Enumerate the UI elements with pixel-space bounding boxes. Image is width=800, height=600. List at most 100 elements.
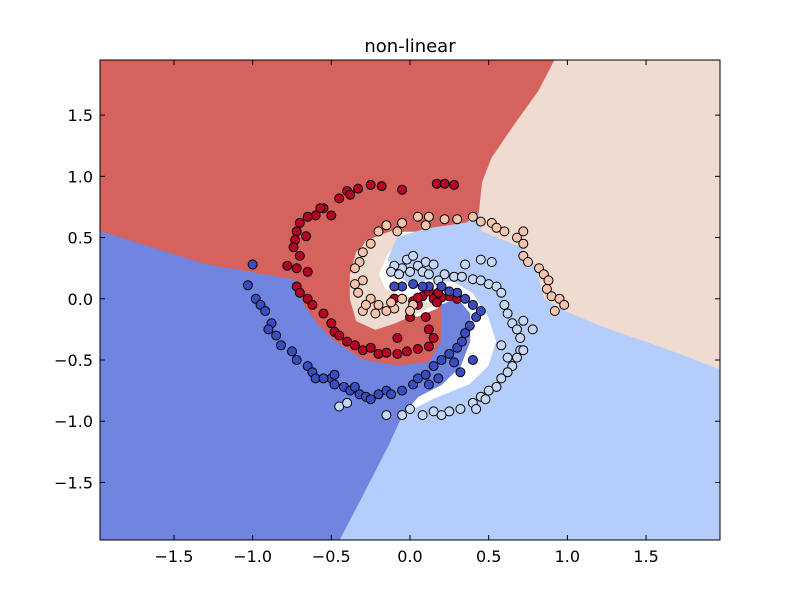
point-red-23 bbox=[318, 308, 329, 319]
point-blue-40 bbox=[444, 286, 455, 297]
y-tick-label-4: 0.5 bbox=[68, 229, 93, 248]
point-red-30 bbox=[365, 342, 376, 353]
point-blue-32 bbox=[456, 336, 467, 347]
point-blue-33 bbox=[460, 328, 471, 339]
point-blue-50 bbox=[449, 357, 460, 368]
point-blue-27 bbox=[420, 369, 431, 380]
point-peach-33 bbox=[381, 306, 392, 316]
x-tick-label-6: 1.5 bbox=[633, 547, 658, 566]
point-red-57 bbox=[326, 210, 337, 221]
point-light-blue-28 bbox=[436, 410, 447, 421]
point-blue-15 bbox=[329, 379, 340, 390]
point-blue-9 bbox=[287, 346, 297, 357]
point-red-54 bbox=[439, 178, 450, 189]
x-tick-label-1: −1.0 bbox=[233, 547, 272, 566]
y-tick-label-3: 0.0 bbox=[68, 290, 93, 309]
point-blue-46 bbox=[389, 281, 400, 292]
point-peach-19 bbox=[559, 299, 570, 310]
point-light-blue-18 bbox=[512, 352, 522, 363]
point-light-blue-20 bbox=[502, 367, 513, 378]
point-blue-23 bbox=[386, 389, 397, 400]
point-blue-8 bbox=[276, 340, 286, 351]
point-peach-10 bbox=[518, 238, 529, 249]
point-peach-43 bbox=[405, 306, 415, 316]
point-red-17 bbox=[291, 263, 302, 274]
point-light-blue-3 bbox=[428, 259, 439, 270]
point-blue-21 bbox=[373, 389, 384, 400]
y-tick-label-5: 1.0 bbox=[68, 167, 93, 186]
point-blue-41 bbox=[436, 281, 447, 292]
point-light-blue-53 bbox=[480, 394, 491, 405]
point-light-blue-46 bbox=[527, 324, 538, 335]
point-peach-28 bbox=[349, 279, 360, 290]
point-blue-36 bbox=[475, 306, 486, 316]
point-red-32 bbox=[381, 347, 392, 358]
point-peach-15 bbox=[543, 275, 554, 286]
point-red-28 bbox=[349, 340, 360, 351]
point-red-37 bbox=[428, 333, 439, 343]
point-peach-4 bbox=[452, 214, 463, 225]
point-peach-9 bbox=[512, 232, 522, 243]
point-light-blue-12 bbox=[499, 299, 510, 310]
point-blue-37 bbox=[467, 299, 478, 310]
y-axis-ticks: −1.5 −1.0 −0.5 0.0 0.5 1.0 1.5 bbox=[54, 106, 720, 492]
point-red-11 bbox=[291, 226, 302, 237]
point-peach-23 bbox=[365, 238, 376, 249]
point-peach-22 bbox=[373, 226, 384, 237]
point-light-blue-23 bbox=[483, 385, 494, 396]
point-blue-28 bbox=[428, 361, 439, 372]
point-light-blue-35 bbox=[342, 397, 353, 408]
point-red-49 bbox=[412, 292, 423, 303]
point-blue-34 bbox=[464, 320, 475, 331]
point-red-56 bbox=[315, 203, 326, 214]
point-blue-47 bbox=[329, 369, 340, 380]
point-red-15 bbox=[294, 250, 305, 261]
point-peach-34 bbox=[370, 308, 381, 319]
point-light-blue-6 bbox=[456, 271, 467, 282]
x-tick-label-3: 0.0 bbox=[397, 547, 422, 566]
point-red-35 bbox=[412, 344, 423, 354]
point-peach-42 bbox=[392, 226, 403, 237]
point-blue-7 bbox=[271, 330, 282, 341]
point-red-24 bbox=[326, 318, 337, 329]
point-blue-29 bbox=[436, 355, 447, 365]
point-light-blue-50 bbox=[460, 259, 471, 270]
point-peach-24 bbox=[357, 247, 368, 258]
point-red-48 bbox=[431, 297, 442, 308]
point-red-22 bbox=[307, 299, 318, 310]
point-red-13 bbox=[301, 231, 312, 242]
point-blue-4 bbox=[260, 306, 271, 316]
point-red-20 bbox=[294, 287, 305, 298]
point-blue-44 bbox=[408, 279, 419, 290]
point-red-6 bbox=[345, 189, 356, 200]
point-light-blue-30 bbox=[417, 410, 428, 421]
point-peach-5 bbox=[467, 211, 478, 222]
point-blue-20 bbox=[365, 394, 376, 405]
point-peach-39 bbox=[518, 226, 529, 237]
point-red-39 bbox=[420, 312, 431, 323]
point-blue-24 bbox=[397, 385, 408, 396]
point-red-18 bbox=[302, 266, 313, 277]
point-blue-43 bbox=[417, 281, 428, 292]
point-red-26 bbox=[334, 330, 345, 341]
point-light-blue-45 bbox=[518, 315, 529, 326]
y-tick-label-2: −0.5 bbox=[54, 351, 93, 370]
x-tick-label-0: −1.5 bbox=[155, 547, 194, 566]
point-blue-10 bbox=[291, 355, 302, 365]
point-peach-2 bbox=[423, 211, 434, 222]
point-light-blue-38 bbox=[423, 269, 434, 280]
point-light-blue-8 bbox=[475, 275, 486, 286]
point-light-blue-13 bbox=[502, 308, 513, 319]
point-blue-51 bbox=[455, 367, 466, 378]
point-red-2 bbox=[365, 179, 376, 190]
point-peach-31 bbox=[373, 299, 384, 310]
point-light-blue-26 bbox=[455, 404, 466, 414]
data-points bbox=[242, 178, 570, 421]
point-blue-6 bbox=[263, 324, 274, 335]
point-peach-0 bbox=[397, 217, 408, 228]
point-peach-21 bbox=[381, 220, 392, 231]
point-blue-30 bbox=[444, 348, 455, 359]
point-blue-1 bbox=[242, 280, 253, 291]
point-light-blue-11 bbox=[496, 287, 507, 298]
